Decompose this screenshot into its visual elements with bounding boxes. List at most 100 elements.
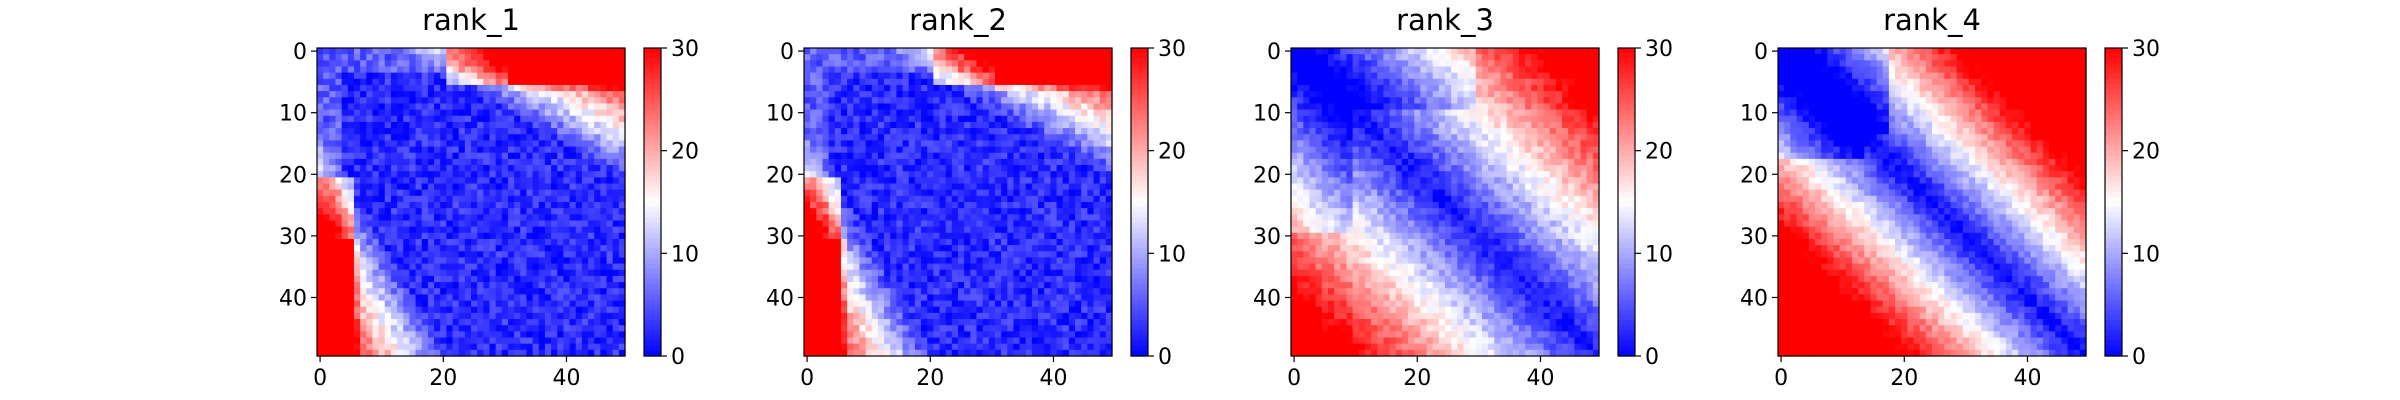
heatmap-cell (1062, 128, 1070, 135)
heatmap-cell (1056, 294, 1064, 302)
heatmap-cell (415, 97, 423, 105)
x-tick-label: 20 (429, 366, 457, 391)
heatmap-cell (397, 306, 404, 314)
heatmap-cell (1044, 97, 1051, 105)
heatmap-cell (988, 312, 996, 320)
heatmap-cell (988, 54, 996, 61)
heatmap-cell (884, 54, 891, 61)
heatmap-cell (1038, 140, 1045, 148)
heatmap-cell (1044, 245, 1051, 252)
heatmap-cell (1031, 115, 1039, 123)
heatmap-cell (1105, 84, 1113, 92)
heatmap-cell (581, 226, 589, 234)
heatmap-cell (982, 275, 990, 283)
heatmap-cell (816, 115, 824, 123)
heatmap-cell (1068, 245, 1076, 252)
heatmap-cell (520, 319, 528, 326)
heatmap-cell (1007, 146, 1015, 154)
heatmap-cell (434, 306, 441, 314)
heatmap-cell (594, 288, 601, 295)
heatmap-cell (1001, 202, 1008, 209)
heatmap-cell (366, 349, 374, 357)
heatmap-cell (612, 282, 620, 289)
heatmap-cell (921, 84, 928, 92)
heatmap-cell (970, 202, 978, 209)
heatmap-cell (409, 245, 417, 252)
heatmap-cell (933, 202, 941, 209)
heatmap-cell (323, 208, 330, 215)
heatmap-cell (464, 220, 472, 228)
heatmap-cell (353, 183, 361, 191)
heatmap-cell (914, 171, 922, 178)
heatmap-cell (1105, 78, 1113, 86)
heatmap-cell (951, 294, 959, 302)
heatmap-cell (489, 152, 497, 160)
heatmap-cell (575, 349, 583, 357)
heatmap-cell (853, 251, 861, 259)
heatmap-cell (951, 134, 959, 141)
heatmap-cell (865, 183, 873, 191)
heatmap-cell (964, 54, 971, 61)
heatmap-cell (427, 60, 435, 68)
heatmap-cell (323, 282, 330, 289)
heatmap-cell (612, 312, 620, 320)
heatmap-cell (606, 60, 614, 68)
heatmap-cell (446, 232, 454, 240)
heatmap-cell (1044, 177, 1051, 185)
heatmap-cell (390, 48, 398, 55)
heatmap-cell (446, 300, 454, 308)
heatmap-cell (600, 238, 608, 246)
heatmap-cell (446, 238, 454, 246)
heatmap-cell (914, 232, 922, 240)
heatmap-cell (902, 294, 910, 302)
heatmap-cell (908, 312, 916, 320)
heatmap-cell (945, 177, 953, 185)
heatmap-cell (890, 158, 897, 166)
heatmap-cell (927, 275, 934, 283)
heatmap-cell (865, 171, 873, 178)
heatmap-cell (871, 121, 879, 129)
heatmap-cell (1038, 78, 1045, 86)
heatmap-cell (532, 97, 540, 105)
heatmap-cell (951, 152, 959, 160)
heatmap-cell (341, 343, 349, 351)
heatmap-cell (902, 282, 910, 289)
heatmap-cell (939, 300, 947, 308)
heatmap-cell (1019, 134, 1027, 141)
heatmap-cell (877, 177, 885, 185)
heatmap-cell (1062, 48, 1070, 55)
heatmap-cell (896, 251, 904, 259)
heatmap-cell (822, 208, 830, 215)
heatmap-cell (366, 109, 374, 117)
heatmap-cell (1056, 208, 1064, 215)
heatmap-cell (458, 66, 466, 74)
heatmap-cell (415, 189, 423, 197)
heatmap-cell (495, 152, 503, 160)
heatmap-cell (1031, 331, 1039, 339)
heatmap-cell (1001, 319, 1008, 326)
heatmap-cell (1019, 91, 1027, 98)
heatmap-cell (483, 294, 491, 302)
heatmap-cell (409, 66, 417, 74)
heatmap-cell (421, 312, 429, 320)
heatmap-cell (458, 288, 466, 295)
heatmap-cell (563, 152, 571, 160)
heatmap-cell (532, 202, 540, 209)
heatmap-cell (964, 152, 971, 160)
heatmap-cell (594, 214, 601, 222)
heatmap-cell (390, 343, 398, 351)
heatmap-cell (489, 257, 497, 265)
heatmap-cell (323, 220, 330, 228)
heatmap-cell (563, 288, 571, 295)
heatmap-cell (427, 84, 435, 92)
heatmap-cell (575, 146, 583, 154)
heatmap-cell (816, 158, 824, 166)
heatmap-cell (828, 300, 836, 308)
heatmap-cell (329, 66, 337, 74)
heatmap-cell (501, 275, 509, 283)
heatmap-cell (532, 245, 540, 252)
heatmap-cell (859, 140, 867, 148)
heatmap-cell (1001, 195, 1008, 203)
heatmap-cell (1013, 121, 1021, 129)
heatmap-cell (489, 165, 497, 172)
